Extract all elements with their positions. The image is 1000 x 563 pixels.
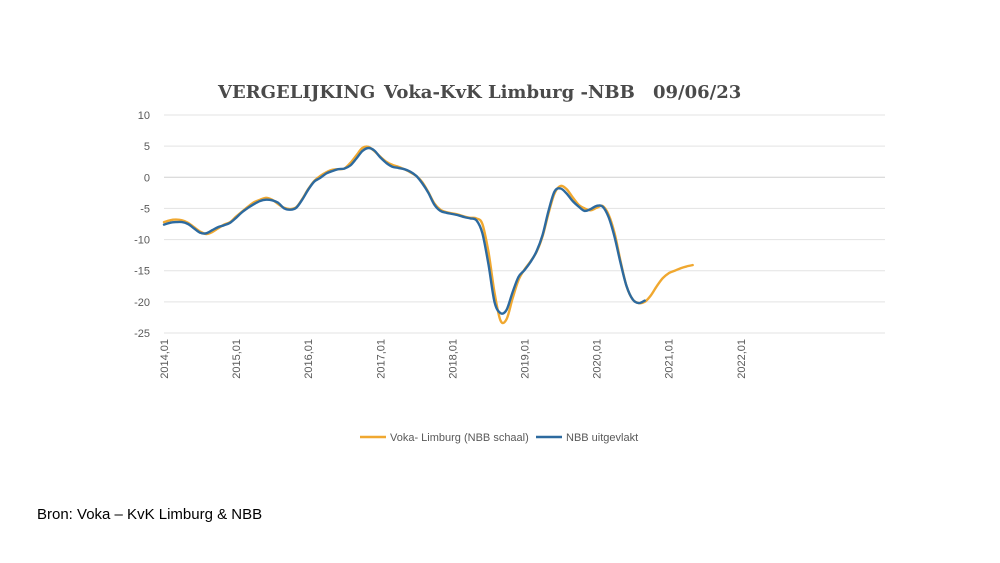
y-tick-label: 0 [144, 172, 150, 184]
x-axis-ticks: 2014,01 2015,01 2016,01 2017,01 2018,01 2019,… [159, 339, 748, 379]
x-tick-label: 2018,01 [447, 339, 459, 379]
y-tick-label: 5 [144, 141, 150, 153]
x-tick-label: 2020,01 [592, 339, 604, 379]
series-line-nbb [162, 146, 646, 315]
x-tick-label: 2019,01 [520, 339, 532, 379]
y-tick-label: 10 [138, 110, 150, 122]
x-tick-label: 2022,01 [736, 339, 748, 379]
y-axis-ticks: 10 5 0 -5 -10 -15 -20 -25 [134, 110, 150, 340]
chart-title-part-1: VERGELIJKING [217, 82, 375, 103]
y-tick-label: -15 [134, 266, 150, 278]
chart-title-part-2: Voka-KvK Limburg -NBB [383, 82, 635, 103]
x-tick-label: 2015,01 [231, 339, 243, 379]
x-tick-label: 2017,01 [375, 339, 387, 379]
chart-title-part-3: 09/06/23 [653, 82, 741, 103]
legend: Voka- Limburg (NBB schaal) NBB uitgevlak… [360, 432, 638, 444]
y-tick-label: -25 [134, 328, 150, 340]
source-note: Bron: Voka – KvK Limburg & NBB [37, 506, 263, 523]
y-tick-label: -20 [134, 297, 150, 309]
x-tick-label: 2016,01 [303, 339, 315, 379]
y-tick-label: -10 [134, 235, 150, 247]
gridlines [164, 114, 885, 334]
x-tick-label: 2021,01 [664, 339, 676, 379]
y-tick-label: -5 [140, 203, 150, 215]
x-tick-label: 2014,01 [159, 339, 171, 379]
legend-label-voka: Voka- Limburg (NBB schaal) [390, 432, 529, 444]
series-lines [162, 145, 694, 325]
legend-label-nbb: NBB uitgevlakt [566, 432, 638, 444]
chart-title: VERGELIJKING Voka-KvK Limburg -NBB 09/06… [217, 82, 741, 103]
